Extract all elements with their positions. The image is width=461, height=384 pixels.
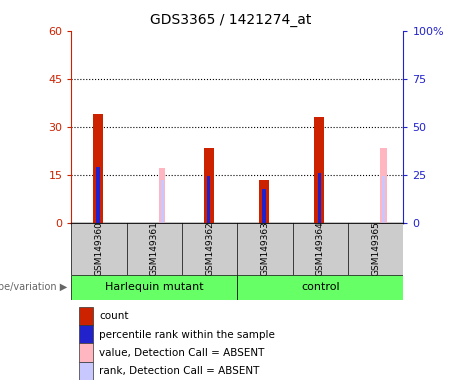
Bar: [79, 307, 93, 325]
Bar: [79, 362, 93, 380]
Text: GSM149361: GSM149361: [150, 221, 159, 276]
Text: value, Detection Call = ABSENT: value, Detection Call = ABSENT: [99, 348, 264, 358]
Bar: [382, 176, 385, 223]
Text: percentile rank within the sample: percentile rank within the sample: [99, 329, 275, 339]
Bar: [380, 147, 387, 223]
Bar: [314, 117, 324, 223]
Text: GDS3365 / 1421274_at: GDS3365 / 1421274_at: [150, 13, 311, 27]
Text: Harlequin mutant: Harlequin mutant: [105, 282, 204, 292]
Bar: [207, 176, 210, 223]
Bar: [93, 114, 103, 223]
Text: GSM149362: GSM149362: [205, 221, 214, 276]
Bar: [79, 343, 93, 362]
Bar: [262, 189, 266, 223]
Bar: [159, 168, 165, 223]
Text: GSM149364: GSM149364: [316, 221, 325, 276]
Bar: [71, 275, 237, 300]
Bar: [259, 180, 269, 223]
Text: count: count: [99, 311, 129, 321]
Text: GSM149360: GSM149360: [95, 221, 104, 276]
Bar: [237, 275, 403, 300]
Text: GSM149365: GSM149365: [371, 221, 380, 276]
Text: rank, Detection Call = ABSENT: rank, Detection Call = ABSENT: [99, 366, 259, 376]
Bar: [96, 167, 100, 223]
Text: GSM149363: GSM149363: [260, 221, 270, 276]
Text: genotype/variation ▶: genotype/variation ▶: [0, 282, 67, 292]
Bar: [318, 173, 321, 223]
Bar: [160, 180, 164, 223]
Text: control: control: [301, 282, 340, 292]
Bar: [79, 325, 93, 343]
Bar: [204, 147, 213, 223]
